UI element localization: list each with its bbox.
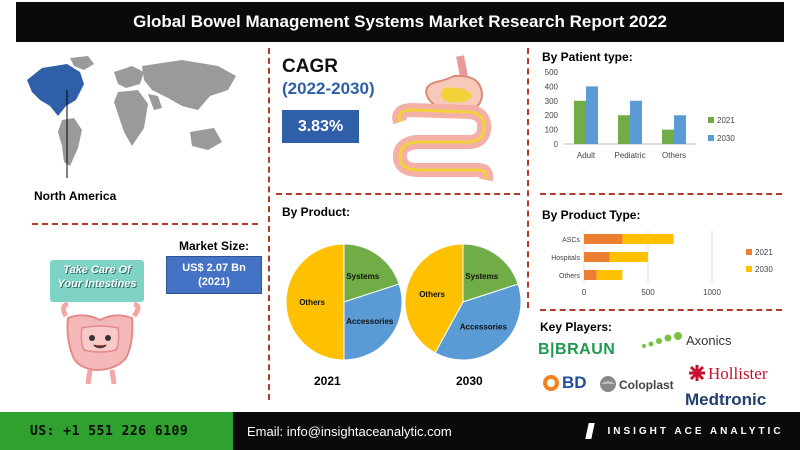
y-tick-label: ASCs (562, 237, 580, 244)
cagr-period: (2022-2030) (282, 79, 375, 98)
page-title: Global Bowel Management Systems Market R… (16, 2, 784, 42)
patient-type-bar-chart: 0 100 200 300 400 500 Adult Pediatric Others 2021… (545, 68, 736, 160)
pie-label: Others (419, 290, 445, 299)
y-tick-label: 0 (554, 140, 559, 149)
pie-slice-accessories (434, 283, 522, 361)
x-tick-label: Others (662, 151, 686, 160)
by-product-type-title: By Product Type: (542, 208, 641, 222)
intestine-mascot-icon (60, 301, 141, 385)
market-size-value: US$ 2.07 Bn (182, 262, 246, 274)
divider-right-h2 (540, 309, 782, 311)
coloplast-logo: Coloplast (619, 378, 674, 392)
by-patient-title: By Patient type: (542, 50, 633, 64)
by-product-title: By Product: (282, 205, 351, 219)
footer-email: Email: info@insightaceanalytic.com (233, 412, 571, 450)
pie-chart-2030: Systems Accessories Others (404, 243, 522, 361)
bar-2030-hospitals (609, 252, 648, 262)
footer-brand: INSIGHT ACE ANALYTIC (607, 425, 784, 437)
cagr-label: CAGR (282, 56, 338, 77)
product-type-bar-chart: 0 500 1000 ASCs Hospitals Others 2021 2030 (551, 230, 773, 297)
pie-slice-accessories (343, 283, 403, 361)
bar-2030-others (674, 115, 686, 144)
bar-2030-pediatric (630, 100, 642, 144)
region-label: North America (34, 189, 117, 203)
bar-2030-ascs (622, 234, 674, 244)
legend-label: 2030 (755, 265, 773, 274)
pie-label: Accessories (346, 317, 394, 326)
coloplast-logo-icon (600, 376, 616, 392)
poster-text: Take Care Of Your Intestines (50, 263, 144, 291)
divider-right-h1 (540, 193, 782, 195)
bd-logo-icon (543, 375, 559, 391)
poster-line2: Your Intestines (57, 278, 137, 290)
bd-logo: BD (562, 373, 587, 392)
pie-label: Systems (465, 272, 498, 281)
footer-phone: US: +1 551 226 6109 (0, 412, 233, 450)
y-tick-label: 100 (545, 126, 559, 135)
x-tick-label: Adult (577, 151, 596, 160)
legend-label: 2030 (717, 134, 735, 143)
y-tick-label: Others (559, 273, 581, 280)
x-tick-label: Pediatric (614, 151, 645, 160)
legend-swatch (746, 266, 752, 272)
world-map-icon (27, 56, 236, 178)
poster-line1: Take Care Of (63, 264, 131, 276)
pie-label: Accessories (460, 323, 508, 332)
pie-label: Others (299, 298, 325, 307)
divider-left (268, 48, 270, 400)
bar-2021-hospitals (584, 252, 610, 262)
bar-2021-others (662, 129, 674, 144)
bar-2021-others (584, 270, 597, 280)
axonics-logo-icon (642, 332, 682, 348)
digestive-system-icon (392, 55, 494, 182)
pie-2030-label: 2030 (456, 374, 483, 388)
bar-2021-ascs (584, 234, 623, 244)
y-tick-label: 500 (545, 68, 559, 77)
divider-mid-h (276, 193, 520, 195)
hollister-logo: Hollister (708, 364, 768, 383)
legend-swatch (708, 117, 714, 123)
hollister-logo-icon (689, 365, 705, 381)
bar-2021-pediatric (618, 115, 630, 144)
market-size-value-box: US$ 2.07 Bn (2021) (166, 256, 262, 294)
y-tick-label: 400 (545, 82, 559, 91)
y-tick-label: Hospitals (551, 255, 580, 262)
divider-right (527, 48, 529, 308)
bar-2030-adult (586, 86, 598, 144)
medtronic-logo: Medtronic (685, 390, 767, 409)
axonics-logo: Axonics (686, 333, 732, 348)
divider-left-h (32, 223, 258, 225)
footer: US: +1 551 226 6109 Email: info@insighta… (0, 412, 800, 450)
x-tick-label: 500 (641, 288, 655, 297)
pie-slice-others (404, 243, 464, 354)
legend-label: 2021 (717, 116, 735, 125)
market-size-label: Market Size: (178, 239, 250, 253)
pie-slice-systems (462, 243, 519, 303)
legend-swatch (708, 135, 714, 141)
x-tick-label: 0 (582, 288, 587, 297)
pie-slice-others (285, 243, 345, 361)
poster-board (50, 260, 144, 302)
y-tick-label: 300 (545, 97, 559, 106)
legend-swatch (746, 249, 752, 255)
x-tick-label: 1000 (703, 288, 721, 297)
market-size-box: Market Size: US$ 2.07 Bn (2021) (166, 239, 262, 294)
bar-2021-adult (574, 100, 586, 144)
pie-slice-systems (343, 243, 400, 303)
brand-logo-icon (585, 423, 596, 439)
bar-2030-others (596, 270, 623, 280)
pie-label: Systems (346, 272, 379, 281)
key-players-title: Key Players: (540, 320, 613, 334)
y-tick-label: 200 (545, 111, 559, 120)
pie-chart-2021: Systems Accessories Others (285, 243, 403, 361)
legend-label: 2021 (755, 248, 773, 257)
bbraun-logo: B|BRAUN (538, 341, 616, 358)
footer-brand-box: INSIGHT ACE ANALYTIC (571, 412, 800, 450)
pie-2021-label: 2021 (314, 374, 341, 388)
market-size-year: (2021) (198, 276, 230, 288)
cagr-value: 3.83% (282, 110, 359, 143)
